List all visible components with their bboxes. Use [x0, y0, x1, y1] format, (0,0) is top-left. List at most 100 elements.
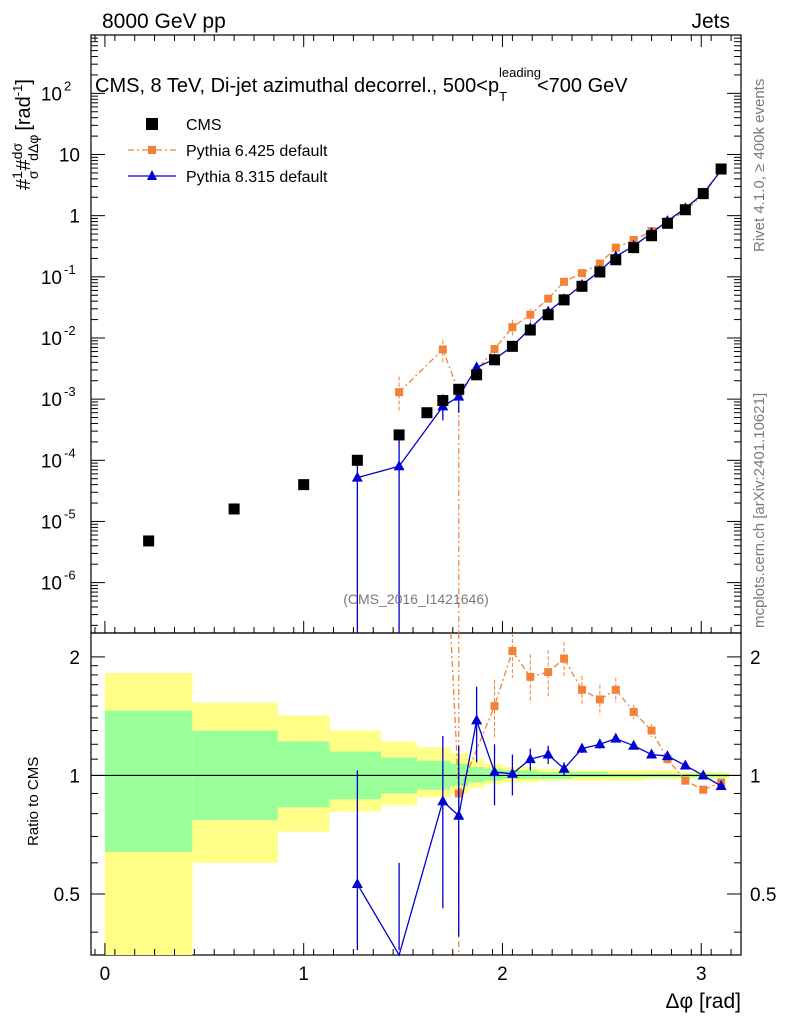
- y-axis-label-top-main: #: [13, 178, 35, 190]
- cms-point: [576, 280, 588, 292]
- pythia8-ratio-point: [471, 714, 483, 725]
- y-tick-label: 10: [41, 390, 62, 411]
- pythia6-ratio-point: [577, 685, 586, 694]
- plot-frames: [90, 34, 742, 956]
- pythia6-point: [508, 323, 517, 332]
- energy-label: 8000 GeV pp: [102, 10, 226, 33]
- ratio-tick-label-left: 2: [69, 648, 80, 669]
- pythia6-ratio-series: [450, 632, 726, 955]
- y-tick-label: 1: [69, 207, 80, 228]
- band-inner-segment: [502, 770, 539, 779]
- cms-point: [646, 230, 658, 242]
- y-tick-label-exponent: -1: [64, 262, 76, 277]
- y-tick-label: 10: [41, 84, 62, 105]
- y-tick-label-exponent: -3: [64, 384, 76, 399]
- chart-title-sub: T: [499, 89, 507, 104]
- pythia8-ratio-point: [542, 748, 554, 759]
- pythia6-ratio-point: [560, 654, 569, 663]
- legend-pythia8-marker: [147, 170, 157, 180]
- y-tick-label-exponent: -5: [64, 506, 76, 521]
- axis-ticks: [91, 34, 741, 955]
- pythia6-ratio-point: [699, 785, 708, 794]
- pythia8-ratio-point: [489, 766, 501, 777]
- y-tick-label: 10: [41, 512, 62, 533]
- pythia6-point: [577, 269, 586, 278]
- pythia6-ratio-point: [526, 672, 535, 681]
- y-tick-label-exponent: -6: [64, 568, 76, 583]
- cms-point: [697, 188, 709, 200]
- pythia8-ratio-point: [576, 742, 588, 753]
- chart-title-sup: leading: [499, 65, 541, 80]
- pythia6-point: [395, 388, 404, 397]
- pythia6-point: [490, 345, 499, 354]
- band-inner-segment: [572, 772, 608, 778]
- pythia6-ratio-line-segment: [450, 632, 460, 794]
- pythia8-ratio-point: [453, 809, 465, 820]
- x-tick-label: 2: [497, 964, 508, 985]
- cms-point: [661, 217, 673, 229]
- pythia8-ratio-point: [661, 750, 673, 761]
- mcplots-text: mcplots.cern.ch [arXiv:2401.10621]: [751, 393, 768, 628]
- analysis-watermark: (CMS_2016_I1421646): [343, 591, 489, 607]
- ratio-tick-label-right: 1: [750, 766, 761, 787]
- x-tick-label: 3: [696, 964, 707, 985]
- pythia6-ratio-point: [629, 707, 638, 716]
- pythia6-ratio-point: [508, 647, 517, 656]
- pythia8-ratio-point: [715, 780, 727, 791]
- pythia6-line: [398, 169, 722, 394]
- y-tick-label: 10: [41, 574, 62, 595]
- pythia6-ratio-point: [490, 702, 499, 711]
- category-label: Jets: [691, 10, 730, 33]
- cms-point: [628, 242, 640, 254]
- pythia8-point: [351, 471, 363, 482]
- cms-point: [393, 429, 405, 441]
- pythia6-ratio-point: [681, 776, 690, 785]
- pythia8-point: [393, 460, 405, 471]
- y-axis-label-one: 1: [9, 171, 25, 179]
- y-axis-label-exp: -1: [10, 85, 25, 97]
- cms-point: [610, 254, 622, 266]
- legend-cms-label: CMS: [186, 117, 222, 134]
- pythia8-ratio-point: [524, 753, 536, 764]
- ratio-tick-label-right: 0.5: [750, 885, 776, 906]
- cms-point: [421, 407, 433, 419]
- pythia6-point: [611, 243, 620, 252]
- cms-point: [558, 294, 570, 306]
- x-tick-label: 1: [298, 964, 309, 985]
- x-tick-label: 0: [100, 964, 111, 985]
- y-tick-label: 10: [59, 146, 80, 167]
- cms-point: [437, 395, 449, 407]
- y-axis-label-ratio: Ratio to CMS: [25, 757, 42, 846]
- pythia8-ratio-point: [506, 767, 518, 778]
- y-tick-label: 10: [41, 329, 62, 350]
- pythia6-point: [560, 277, 569, 286]
- band-inner-segment: [468, 767, 485, 783]
- pythia6-point: [438, 345, 447, 354]
- pythia6-ratio-point: [595, 695, 604, 704]
- y-tick-label-exponent: -2: [64, 323, 76, 338]
- cms-point: [143, 535, 155, 547]
- legend: CMS Pythia 6.425 default Pythia 8.315 de…: [128, 117, 328, 186]
- pythia8-ratio-series: [351, 686, 727, 957]
- legend-cms-marker: [146, 118, 158, 130]
- band-inner-segment: [277, 741, 330, 808]
- pythia8-ratio-point: [697, 769, 709, 780]
- chart-title: CMS, 8 TeV, Di-jet azimuthal decorrel., …: [95, 65, 628, 104]
- cms-point: [453, 383, 465, 395]
- y-axis-label-hash: #: [13, 158, 35, 170]
- ratio-tick-label-left: 0.5: [54, 885, 80, 906]
- pythia6-ratio-point: [611, 685, 620, 694]
- cms-point: [524, 324, 536, 336]
- y-axis-label-sigma: σ: [25, 170, 41, 179]
- y-tick-label-exponent: -4: [64, 445, 76, 460]
- y-axis-label-tail: ]: [13, 79, 35, 85]
- y-tick-label: 10: [41, 268, 62, 289]
- pythia8-ratio-point: [558, 762, 570, 773]
- pythia8-ratio-point: [437, 795, 449, 806]
- cms-point: [679, 204, 691, 216]
- y-tick-label: 10: [41, 451, 62, 472]
- cms-point: [715, 163, 727, 175]
- legend-pythia6-label: Pythia 6.425 default: [186, 143, 328, 160]
